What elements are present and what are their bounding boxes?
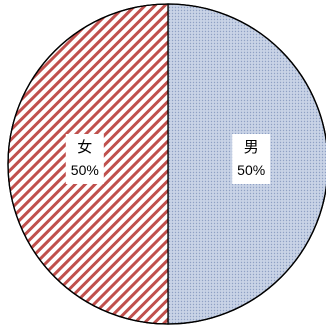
pie-labels: 男 50% 女 50% xyxy=(65,134,271,184)
pie-slices xyxy=(7,3,326,325)
pie-slice-value-0: 50% xyxy=(237,162,265,178)
pie-label-box-1 xyxy=(65,134,104,184)
pie-slice-value-1: 50% xyxy=(71,162,99,178)
pie-slice-label-0: 男 xyxy=(244,138,259,156)
pie-label-box-0 xyxy=(232,134,271,184)
pie-outline xyxy=(7,3,326,325)
pie-slice-label-1: 女 xyxy=(77,138,92,156)
